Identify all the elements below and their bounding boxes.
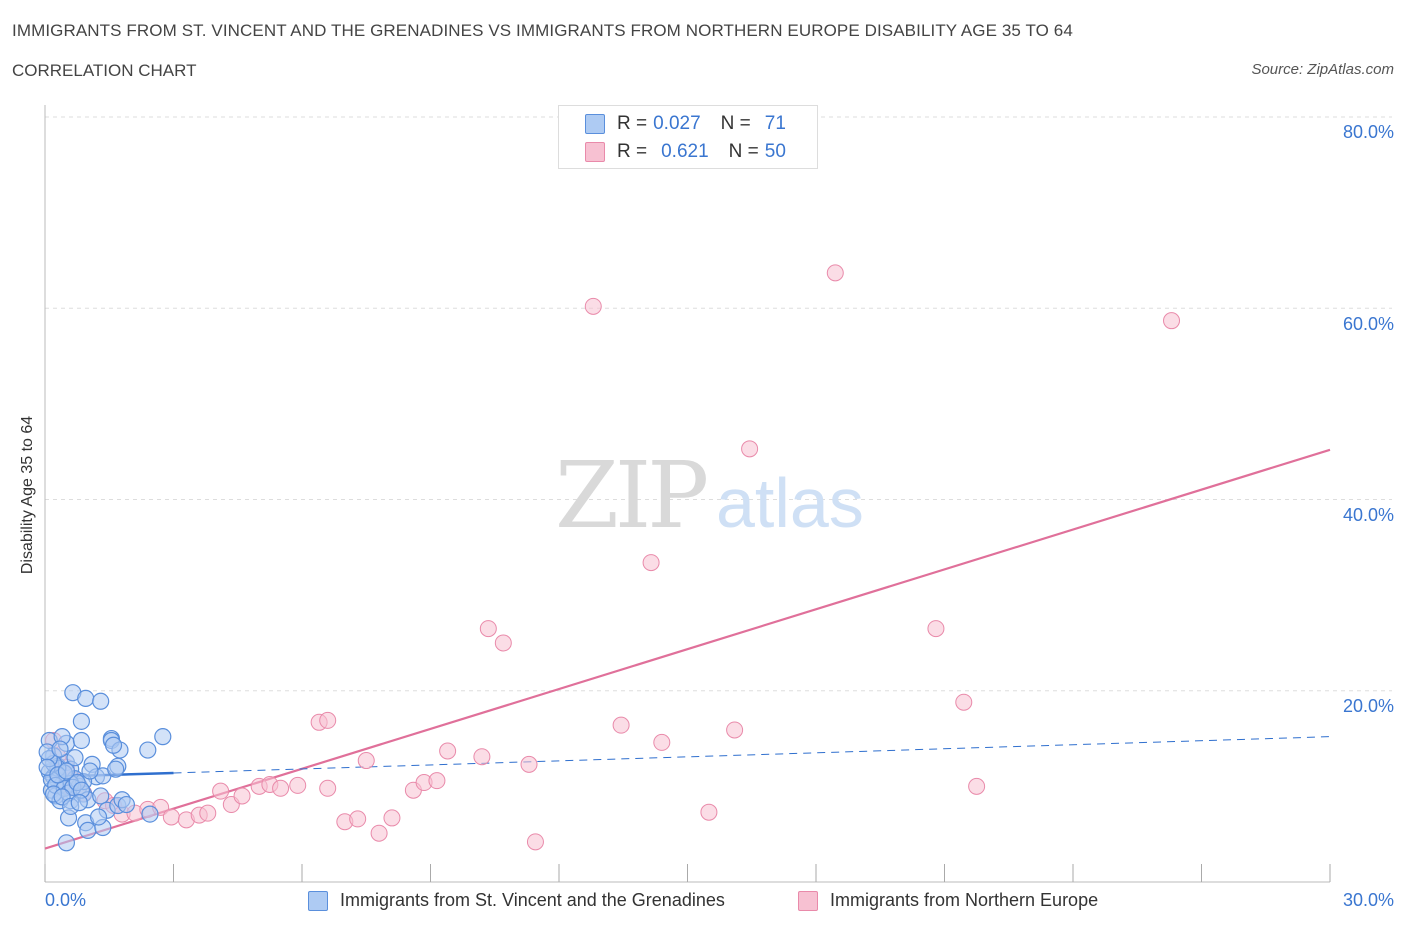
point-northern-europe xyxy=(439,742,457,760)
point-st-vincent xyxy=(117,795,135,814)
point-northern-europe xyxy=(357,752,375,770)
point-northern-europe xyxy=(584,297,602,315)
point-st-vincent xyxy=(92,692,110,710)
point-northern-europe xyxy=(272,779,290,797)
point-st-vincent xyxy=(70,794,88,812)
bottom-legend-label-series1: Immigrants from St. Vincent and the Gren… xyxy=(340,890,725,910)
point-northern-europe xyxy=(526,833,544,851)
legend-row-series2: R = 0.621 N = 50 xyxy=(585,140,786,164)
bottom-legend-series1: Immigrants from St. Vincent and the Gren… xyxy=(308,890,725,911)
point-st-vincent xyxy=(57,762,76,780)
point-st-vincent xyxy=(141,805,159,823)
point-northern-europe xyxy=(494,634,512,652)
point-northern-europe xyxy=(612,716,630,734)
legend-row-series1: R = 0.027 N = 71 xyxy=(585,112,786,136)
point-st-vincent xyxy=(72,712,91,730)
watermark-atlas: atlas xyxy=(716,464,864,542)
point-st-vincent xyxy=(72,731,91,750)
point-st-vincent xyxy=(154,728,172,746)
point-northern-europe xyxy=(319,711,337,729)
y-tick-label-20: 20.0% xyxy=(1342,696,1394,716)
point-st-vincent xyxy=(66,749,84,767)
chart-title: IMMIGRANTS FROM ST. VINCENT AND THE GREN… xyxy=(12,21,1073,40)
bottom-legend-swatch-series1 xyxy=(308,890,328,911)
legend-n-label: N = xyxy=(720,113,751,134)
chart-subtitle: CORRELATION CHART xyxy=(12,61,197,80)
point-northern-europe xyxy=(826,264,844,282)
point-northern-europe xyxy=(428,772,446,790)
stats-legend: R = 0.027 N = 71 R = 0.621 N = 50 xyxy=(558,105,818,169)
legend-n-value-series1: 71 xyxy=(764,113,786,134)
point-st-vincent xyxy=(77,689,95,708)
watermark-zip: ZIP xyxy=(555,442,706,549)
bottom-legend-label-series2: Immigrants from Northern Europe xyxy=(830,890,1099,910)
point-northern-europe xyxy=(653,733,671,751)
point-northern-europe xyxy=(212,782,230,800)
point-northern-europe xyxy=(642,554,660,572)
gridlines xyxy=(45,116,1392,692)
point-northern-europe xyxy=(233,787,251,805)
legend-n-value-series2: 50 xyxy=(764,141,786,162)
point-northern-europe xyxy=(520,755,538,773)
point-northern-europe xyxy=(289,776,307,794)
point-northern-europe xyxy=(370,824,388,842)
point-northern-europe xyxy=(349,810,367,828)
point-northern-europe xyxy=(955,693,973,711)
point-northern-europe xyxy=(479,620,497,638)
point-st-vincent xyxy=(57,834,76,852)
legend-r-value-series2: 0.621 xyxy=(661,141,709,162)
point-northern-europe xyxy=(383,809,401,827)
point-northern-europe xyxy=(319,779,337,797)
point-st-vincent xyxy=(51,740,69,758)
source-label: Source: ZipAtlas.com xyxy=(1251,61,1394,78)
point-st-vincent xyxy=(139,741,157,759)
legend-swatch-series1 xyxy=(585,114,605,134)
point-st-vincent xyxy=(89,808,108,826)
y-tick-label-80: 80.0% xyxy=(1342,122,1394,142)
watermark: ZIP atlas xyxy=(555,442,864,549)
point-northern-europe xyxy=(473,748,491,766)
point-northern-europe xyxy=(1163,312,1181,330)
point-northern-europe xyxy=(927,620,945,638)
point-northern-europe xyxy=(199,804,217,822)
x-tick-label-min: 0.0% xyxy=(45,890,87,910)
legend-r-label: R = xyxy=(617,113,648,134)
point-st-vincent xyxy=(81,762,99,780)
point-northern-europe xyxy=(741,440,759,458)
point-st-vincent xyxy=(79,821,97,839)
y-tick-label-40: 40.0% xyxy=(1342,505,1394,525)
point-st-vincent xyxy=(92,787,110,805)
point-northern-europe xyxy=(162,808,180,826)
trend-line-st-vincent-extended xyxy=(173,736,1331,774)
point-northern-europe xyxy=(726,721,744,739)
x-tick-label-max: 30.0% xyxy=(1342,890,1394,910)
legend-r-label: R = xyxy=(617,141,648,162)
point-northern-europe xyxy=(968,777,986,795)
point-st-vincent xyxy=(104,736,123,754)
bottom-legend-swatch-series2 xyxy=(798,890,818,911)
legend-swatch-series2 xyxy=(585,142,605,162)
legend-r-value-series1: 0.027 xyxy=(653,113,701,134)
data-points xyxy=(38,264,1181,852)
legend-n-label: N = xyxy=(728,141,759,162)
y-tick-label-60: 60.0% xyxy=(1342,314,1394,334)
point-st-vincent xyxy=(107,760,125,778)
bottom-legend-series2: Immigrants from Northern Europe xyxy=(798,890,1098,911)
point-northern-europe xyxy=(700,803,718,821)
